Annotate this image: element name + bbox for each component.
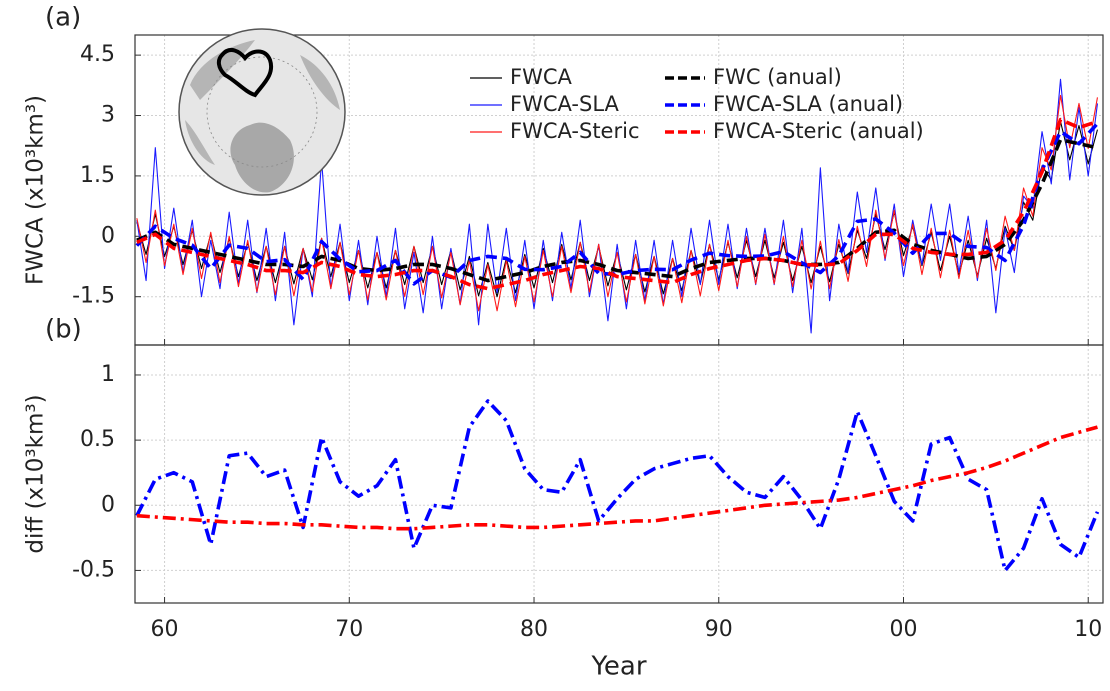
region-outline [216,47,274,98]
map-land [230,122,294,193]
x-tick-label: 00 [889,617,917,642]
y-tick-label: 0.5 [80,427,115,452]
x-tick-label: 80 [520,617,548,642]
legend-label: FWCA-SLA [510,92,620,116]
series-line [136,94,1099,312]
y-tick-label: 1.5 [80,163,115,188]
legend-label: FWCA [510,65,573,89]
y-tick-label: 4.5 [80,42,115,67]
map-graticule [206,56,318,168]
panel-label: (a) [45,3,81,33]
panel: 60 70 80 90 00 10 1 0.5 0 -0.5 [72,344,1104,642]
series-group [135,78,1099,334]
x-axis-label: Year [590,652,646,682]
series-group [135,399,1100,573]
y-tick-label: -0.5 [72,557,115,582]
y-tick-label: 1 [101,362,115,387]
y-tick-label: 0 [101,492,115,517]
y-tick-label: 3 [101,103,115,128]
legend-label: FWCA-SLA (anual) [713,92,903,116]
x-tick-label: 70 [335,617,363,642]
legend-label: FWCA-Steric [510,119,640,143]
x-tick-label: 60 [151,617,179,642]
y-axis-label: diff (x10³km³) [23,394,49,553]
legend: FWCA FWCA-SLA FWCA-Steric FWC (anual) FWCA-S… [470,65,924,143]
y-tick-label: 0 [101,223,115,248]
plot-frame [134,344,1104,604]
series-line [136,117,1099,291]
legend-label: FWCA-Steric (anual) [713,119,924,143]
series-line [136,78,1099,334]
series-line [136,425,1098,531]
inset-map [178,28,346,196]
series-line [135,122,1099,286]
legend-label: FWC (anual) [713,65,842,89]
y-axis-label: FWCA (x10³km³) [23,95,49,285]
x-tick-label: 90 [705,617,733,642]
panel-label: (b) [45,315,82,345]
y-tick-label: -1.5 [72,284,115,309]
series-line [135,399,1100,573]
x-tick-label: 10 [1074,617,1102,642]
